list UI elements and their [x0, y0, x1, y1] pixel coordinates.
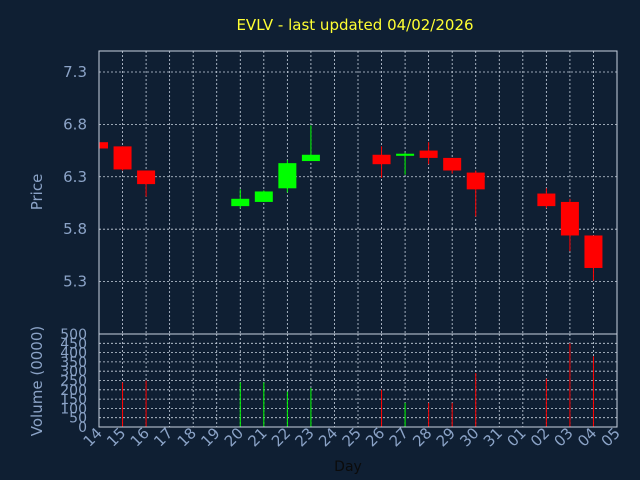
candle-body	[560, 201, 579, 236]
x-tick-label: 05	[598, 424, 624, 450]
price-tick-labels: 5.3 5.8 6.3 6.8 7.3	[63, 63, 87, 291]
volume-tick-label: 250	[60, 374, 87, 390]
volume-tick-label: 300	[60, 364, 87, 380]
candle-body	[113, 146, 132, 170]
price-tick-label: 5.3	[63, 273, 87, 291]
price-tick-label: 7.3	[63, 63, 87, 81]
x-tick-label: 01	[503, 424, 529, 450]
price-grid	[99, 51, 617, 334]
price-tick-label: 6.3	[63, 168, 87, 186]
candle-body	[419, 150, 438, 158]
candles	[98, 125, 603, 281]
x-tick-label: 15	[103, 424, 129, 450]
x-tick-label: 29	[433, 424, 459, 450]
volume-axis-label: Volume (0000)	[28, 326, 46, 436]
x-tick-label: 18	[174, 424, 200, 450]
volume-tick-label: 200	[60, 383, 87, 399]
candle-body	[99, 142, 108, 149]
x-tick-label: 22	[268, 424, 294, 450]
x-tick-label: 17	[150, 424, 176, 450]
volume-tick-label: 500	[60, 327, 87, 343]
x-tick-label: 26	[362, 424, 388, 450]
volume-tick-label: 350	[60, 355, 87, 371]
volume-tick-label: 400	[60, 346, 87, 362]
candle-body	[254, 191, 273, 202]
x-axis-label: Day	[334, 459, 362, 475]
price-axis-label: Price	[28, 174, 46, 211]
x-tick-label: 21	[244, 424, 270, 450]
x-tick-label: 20	[221, 424, 247, 450]
x-tick-label: 19	[197, 424, 223, 450]
chart-title: EVLV - last updated 04/02/2026	[236, 16, 473, 34]
x-tick-label: 04	[574, 424, 600, 450]
price-tick-label: 6.8	[63, 115, 87, 133]
candle-body	[372, 154, 391, 165]
x-tick-label: 30	[456, 424, 482, 450]
candle-body	[443, 157, 462, 171]
x-tick-label: 23	[292, 424, 318, 450]
x-tick-label: 03	[551, 424, 577, 450]
x-tick-label: 02	[527, 424, 553, 450]
volume-tick-label: 0	[78, 420, 87, 436]
x-tick-label: 16	[127, 424, 153, 450]
volume-bars	[122, 343, 594, 427]
candle-body	[584, 235, 603, 268]
volume-grid	[99, 334, 617, 427]
volume-tick-label: 150	[60, 392, 87, 408]
volume-tick-label: 50	[69, 411, 87, 427]
candle-body	[466, 172, 485, 190]
candle-body	[137, 170, 156, 185]
x-tick-label: 24	[315, 424, 341, 450]
price-tick-label: 5.8	[63, 220, 87, 238]
volume-tick-label: 100	[60, 401, 87, 417]
x-tick-labels: 1415161718192021222324252627282930310102…	[80, 424, 624, 450]
x-tick-label: 27	[386, 424, 412, 450]
x-tick-label: 31	[480, 424, 506, 450]
candle-body	[537, 193, 556, 207]
candle-body	[278, 163, 297, 189]
candle-body	[231, 198, 250, 207]
volume-tick-label: 450	[60, 336, 87, 352]
volume-panel-frame	[98, 333, 618, 428]
candle-body	[301, 154, 320, 162]
x-tick-label: 28	[409, 424, 435, 450]
candle-body	[396, 153, 415, 156]
x-tick-label: 25	[339, 424, 365, 450]
